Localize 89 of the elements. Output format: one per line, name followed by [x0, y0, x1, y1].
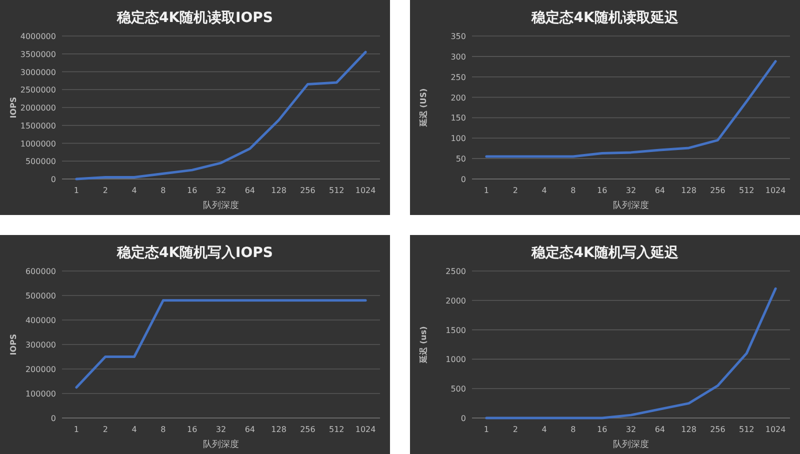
y-tick-label: 100000	[25, 390, 56, 398]
y-tick-label: 200000	[25, 365, 56, 374]
line-series	[485, 60, 777, 158]
x-tick-label: 32	[626, 425, 636, 434]
x-tick-label: 1024	[355, 425, 376, 434]
x-tick-label: 32	[216, 425, 226, 434]
x-tick-label: 128	[681, 425, 696, 434]
y-tick-label: 2000000	[20, 104, 56, 112]
y-tick-label: 1000	[446, 355, 466, 364]
y-tick-label: 0	[460, 175, 466, 184]
line-series	[485, 287, 777, 420]
y-tick-label: 0	[50, 175, 56, 184]
x-tick-label: 4	[132, 186, 137, 195]
x-tick-label: 512	[738, 186, 754, 195]
y-tick-label: 3500000	[20, 50, 56, 59]
x-tick-label: 2	[102, 186, 108, 195]
x-tick-label: 4	[132, 425, 137, 434]
x-tick-label: 512	[328, 186, 344, 195]
y-tick-label: 2500	[446, 267, 466, 276]
line-series	[75, 50, 367, 180]
x-axis-title: 队列深度	[613, 200, 649, 211]
x-tick-label: 256	[710, 425, 726, 434]
x-tick-label: 16	[596, 186, 608, 195]
x-tick-label: 1024	[765, 186, 786, 195]
y-tick-label: 2500000	[20, 86, 56, 95]
x-tick-label: 16	[186, 186, 198, 195]
x-tick-label: 64	[654, 186, 666, 195]
x-tick-label: 256	[300, 425, 316, 434]
x-tick-label: 2	[102, 425, 108, 434]
x-tick-label: 1	[74, 186, 79, 195]
y-tick-label: 50	[456, 154, 466, 164]
y-tick-label: 300000	[25, 340, 56, 350]
x-tick-label: 32	[626, 186, 636, 195]
x-tick-label: 2	[512, 186, 518, 195]
x-tick-label: 512	[738, 425, 754, 434]
x-tick-label: 8	[570, 186, 576, 195]
y-tick-label: 500000	[25, 157, 56, 166]
x-tick-label: 1024	[765, 425, 786, 434]
x-tick-label: 4	[542, 186, 547, 195]
y-tick-label: 1000000	[20, 139, 56, 148]
y-axis-title: 延迟 (us)	[419, 326, 428, 364]
x-tick-label: 128	[271, 425, 286, 434]
y-tick-label: 500	[450, 384, 466, 394]
y-axis-title: IOPS	[9, 96, 18, 118]
x-axis-title: 队列深度	[203, 200, 239, 211]
y-tick-label: 500000	[25, 292, 56, 300]
y-axis-title: IOPS	[9, 334, 18, 356]
x-tick-label: 256	[300, 186, 316, 195]
y-tick-label: 0	[460, 414, 466, 423]
x-tick-label: 1	[484, 186, 489, 195]
y-tick-label: 3000000	[20, 68, 56, 77]
x-tick-label: 1	[74, 425, 79, 434]
y-axis-title: 延迟 (US)	[419, 88, 428, 128]
y-tick-label: 300	[450, 52, 466, 62]
x-tick-label: 8	[160, 186, 166, 195]
y-tick-label: 400000	[25, 316, 56, 325]
chart-title: 稳定态4K随机写入IOPS	[116, 244, 274, 261]
y-tick-label: 250	[450, 72, 466, 82]
x-tick-label: 256	[710, 186, 726, 195]
x-tick-label: 8	[570, 425, 576, 434]
y-tick-label: 4000000	[20, 32, 56, 41]
y-tick-label: 1500	[446, 326, 466, 335]
y-tick-label: 150	[450, 114, 466, 123]
y-tick-label: 2000	[446, 296, 466, 306]
x-tick-label: 1	[484, 425, 489, 434]
y-tick-label: 100	[450, 134, 466, 144]
x-tick-label: 512	[328, 425, 344, 434]
x-axis-title: 队列深度	[203, 439, 239, 450]
x-tick-label: 2	[512, 425, 518, 434]
chart-title: 稳定态4K随机读取延迟	[530, 9, 680, 26]
y-tick-label: 600000	[25, 267, 56, 276]
x-tick-label: 4	[542, 425, 547, 434]
x-axis-title: 队列深度	[613, 439, 649, 450]
x-tick-label: 16	[596, 425, 608, 434]
x-tick-label: 16	[186, 425, 198, 434]
x-tick-label: 8	[160, 425, 166, 434]
y-tick-label: 350	[450, 32, 466, 41]
x-tick-label: 64	[244, 186, 256, 195]
chart-title: 稳定态4K随机读取IOPS	[116, 9, 274, 26]
x-tick-label: 64	[654, 425, 666, 434]
y-tick-label: 1500000	[20, 121, 56, 130]
y-tick-label: 200	[450, 93, 466, 102]
chart-title: 稳定态4K随机写入延迟	[530, 244, 680, 261]
x-tick-label: 32	[216, 186, 226, 195]
x-tick-label: 128	[271, 186, 286, 195]
x-tick-label: 1024	[355, 186, 376, 195]
x-tick-label: 64	[244, 425, 256, 434]
y-tick-label: 0	[50, 414, 56, 423]
x-tick-label: 128	[681, 186, 696, 195]
